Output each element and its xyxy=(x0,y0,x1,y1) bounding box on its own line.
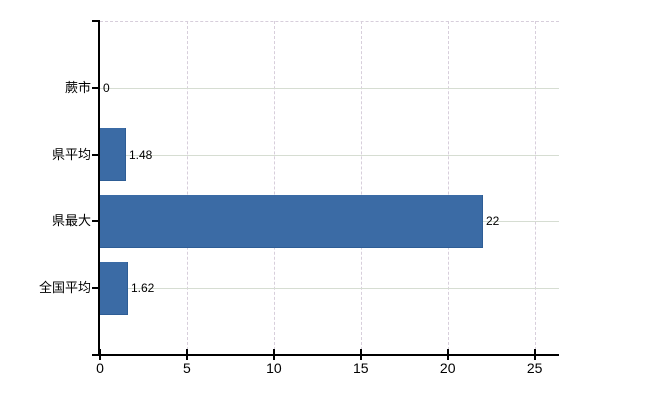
horizontal-gridline xyxy=(100,87,559,89)
x-tick-label: 15 xyxy=(352,360,369,376)
y-category-label: 県最大 xyxy=(51,213,91,229)
bar xyxy=(100,128,126,182)
vertical-gridline xyxy=(447,21,449,355)
y-axis-tick xyxy=(92,153,100,156)
vertical-gridline xyxy=(186,21,188,355)
y-axis-line xyxy=(98,21,100,355)
bar-value-label: 1.62 xyxy=(131,281,155,296)
bar xyxy=(100,261,128,315)
bar-value-label: 0 xyxy=(103,80,110,95)
horizontal-gridline xyxy=(100,288,559,290)
bar xyxy=(100,194,483,248)
y-category-label: 蕨市 xyxy=(64,79,91,95)
y-axis-tick xyxy=(92,220,100,223)
vertical-gridline xyxy=(534,21,536,355)
horizontal-gridline xyxy=(100,154,559,156)
x-tick-label: 25 xyxy=(526,360,543,376)
x-tick-label: 10 xyxy=(266,360,282,376)
x-tick-label: 20 xyxy=(439,360,456,376)
y-axis-tick xyxy=(92,86,100,89)
y-axis-tick xyxy=(92,20,100,22)
x-axis-line xyxy=(92,354,559,356)
bar-value-label: 22 xyxy=(486,214,500,229)
vertical-gridline xyxy=(360,21,362,355)
vertical-gridline xyxy=(273,21,275,355)
plot-top-border xyxy=(100,21,559,22)
y-category-label: 全国平均 xyxy=(38,280,91,296)
x-tick-label: 0 xyxy=(96,360,104,376)
x-tick-label: 5 xyxy=(183,360,191,376)
y-category-label: 県平均 xyxy=(51,146,91,162)
y-axis-tick xyxy=(92,287,100,290)
bar-value-label: 1.48 xyxy=(129,147,153,162)
